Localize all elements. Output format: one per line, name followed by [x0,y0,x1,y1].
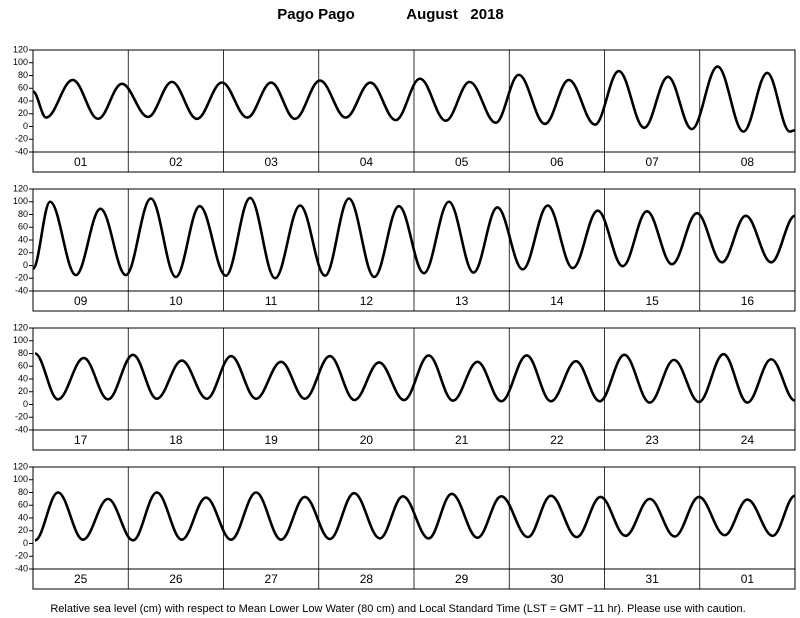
y-tick-label: 0 [23,538,28,548]
day-label: 08 [741,155,755,169]
day-label: 03 [264,155,278,169]
y-tick-label: 100 [13,335,28,345]
day-label: 14 [550,294,564,308]
y-tick-label: 0 [23,399,28,409]
footnote: Relative sea level (cm) with respect to … [50,603,745,615]
y-tick-label: 80 [18,70,28,80]
day-label: 29 [455,572,469,586]
day-label: 18 [169,433,183,447]
y-tick-label: 0 [23,260,28,270]
y-tick-label: -40 [15,285,28,295]
y-tick-label: 100 [13,474,28,484]
y-tick-label: 120 [13,183,28,193]
y-tick-label: 60 [18,222,28,232]
day-label: 11 [265,294,278,308]
day-label: 22 [550,433,564,447]
y-tick-label: -20 [15,551,28,561]
y-tick-label: 80 [18,348,28,358]
day-label: 15 [645,294,659,308]
y-tick-label: 60 [18,500,28,510]
day-label: 09 [74,294,88,308]
y-tick-label: -40 [15,424,28,434]
y-tick-label: 120 [13,461,28,471]
day-label: 16 [741,294,755,308]
y-tick-label: 20 [18,525,28,535]
day-label: 01 [74,155,88,169]
day-label: 13 [455,294,469,308]
day-label: 17 [74,433,88,447]
y-tick-label: 0 [23,121,28,131]
y-tick-label: 120 [13,322,28,332]
y-tick-label: 40 [18,234,28,244]
y-tick-label: 40 [18,512,28,522]
y-tick-label: 60 [18,361,28,371]
tide-line [31,196,796,280]
day-label: 05 [455,155,469,169]
y-tick-label: 100 [13,57,28,67]
y-tick-label: 100 [13,196,28,206]
y-tick-label: -40 [15,563,28,573]
y-tick-label: 20 [18,108,28,118]
day-label: 04 [360,155,374,169]
y-tick-label: 120 [13,44,28,54]
y-tick-label: 40 [18,373,28,383]
tide-line [34,352,796,404]
y-tick-label: 20 [18,386,28,396]
day-label: 21 [455,433,469,447]
tide-line [34,491,796,542]
day-label: 10 [169,294,183,308]
day-label: 25 [74,572,88,586]
day-label: 23 [645,433,659,447]
y-tick-label: 80 [18,209,28,219]
y-tick-label: -20 [15,273,28,283]
tide-line [32,65,796,133]
y-tick-label: -40 [15,146,28,156]
chart-title: Pago Pago [277,6,355,23]
y-tick-label: 80 [18,487,28,497]
day-label: 24 [741,433,755,447]
day-label: 07 [645,155,659,169]
day-label: 19 [264,433,278,447]
day-label: 28 [360,572,374,586]
day-label: 01 [741,572,755,586]
y-tick-label: -20 [15,412,28,422]
y-tick-label: 20 [18,247,28,257]
day-label: 02 [169,155,183,169]
day-label: 27 [264,572,278,586]
y-tick-label: -20 [15,134,28,144]
day-label: 31 [645,572,659,586]
day-label: 26 [169,572,183,586]
day-label: 12 [360,294,374,308]
y-tick-label: 40 [18,95,28,105]
day-label: 20 [360,433,374,447]
day-label: 06 [550,155,564,169]
day-label: 30 [550,572,564,586]
chart-subtitle: August 2018 [406,6,504,23]
y-tick-label: 60 [18,83,28,93]
